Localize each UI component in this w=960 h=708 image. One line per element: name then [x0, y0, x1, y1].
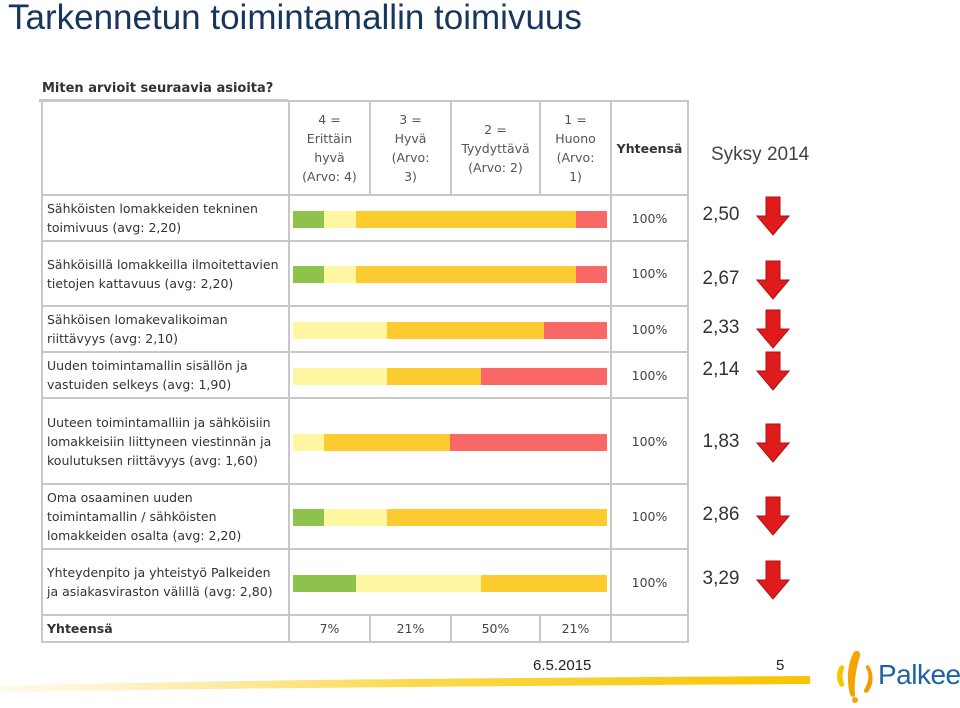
row-total: 100%	[612, 196, 687, 240]
bar-segment-rating-4	[293, 266, 325, 283]
comparison-value: 2,67	[702, 268, 740, 289]
bar-segment-rating-3	[355, 574, 482, 592]
header-rating-2: 2 = Tyydyttävä (Arvo: 2)	[452, 102, 539, 194]
down-arrow-icon	[756, 423, 790, 463]
header-label-rating-4: 4 = Erittäin hyvä (Arvo: 4)	[302, 112, 357, 184]
down-arrow-icon	[756, 196, 790, 236]
row-total-value: 100%	[631, 574, 668, 590]
comparison-value: 3,29	[702, 568, 740, 589]
bar-segment-rating-1	[575, 210, 607, 228]
header-label-rating-2: 2 = Tyydyttävä (Arvo: 2)	[461, 121, 530, 175]
row-label: Uuteen toimintamalliin ja sähköisiin lom…	[43, 399, 288, 483]
down-arrow-icon	[756, 351, 790, 391]
bar-segment-rating-3	[293, 321, 388, 339]
row-label: Uuden toimintamallin sisällön ja vastuid…	[43, 353, 288, 397]
survey-question: Miten arvioit seuraavia asioita?	[42, 81, 274, 96]
header-total: Yhteensä	[612, 102, 687, 194]
total-row-label: Yhteensä	[43, 616, 288, 641]
total-value: 7%	[290, 616, 369, 641]
total-value-text: 7%	[319, 621, 340, 636]
row-total: 100%	[612, 307, 687, 351]
header-rating-4: 4 = Erittäin hyvä (Arvo: 4)	[290, 102, 369, 194]
bar-segment-rating-2	[387, 367, 482, 385]
row-total-value: 100%	[631, 266, 668, 281]
bar-segment-rating-1	[544, 321, 607, 339]
row-label-text: Sähköisen lomakevalikoiman riittävyys (a…	[47, 312, 228, 346]
bar-segment-rating-2	[387, 509, 607, 526]
row-total-value: 100%	[631, 367, 668, 383]
total-value-text: 50%	[481, 621, 510, 636]
row-label: Oma osaaminen uuden toimintamallin / säh…	[43, 485, 288, 548]
page-number: 5	[776, 657, 785, 674]
survey-table: Miten arvioit seuraavia asioita? 4 = Eri…	[39, 77, 689, 643]
row-label-text: Uuteen toimintamalliin ja sähköisiin lom…	[47, 414, 272, 468]
down-arrow-icon	[756, 496, 790, 536]
total-label-text: Yhteensä	[47, 621, 113, 636]
down-arrow-icon	[756, 309, 790, 349]
row-label-text: Sähköisillä lomakkeilla ilmoitettavien t…	[47, 256, 279, 291]
comparison-value: 2,14	[702, 359, 740, 380]
comparison-value: 2,50	[702, 204, 740, 225]
slide-title: Tarkennetun toimintamallin toimivuus	[8, 0, 582, 37]
bar-segment-rating-4	[293, 509, 325, 526]
row-total: 100%	[612, 242, 687, 305]
bar-segment-rating-3	[293, 367, 388, 385]
total-value-text: 21%	[396, 621, 425, 636]
row-total: 100%	[612, 485, 687, 548]
footer-band	[0, 676, 810, 692]
row-label-text: Oma osaaminen uuden toimintamallin / säh…	[47, 490, 242, 543]
row-label-text: Yhteydenpito ja yhteistyö Palkeiden ja a…	[47, 565, 273, 599]
slide-date: 6.5.2015	[533, 657, 592, 674]
bar-segment-rating-2	[481, 574, 607, 592]
total-value: 21%	[371, 616, 450, 641]
total-value-text: 21%	[561, 621, 590, 636]
row-label: Sähköisillä lomakkeilla ilmoitettavien t…	[43, 242, 288, 305]
logo-text: Palkeet	[878, 659, 960, 690]
row-total-value: 100%	[631, 433, 668, 449]
bar-segment-rating-3	[293, 433, 325, 451]
bar-segment-rating-2	[355, 266, 576, 283]
bar-segment-rating-3	[324, 266, 356, 283]
comparison-value: 2,86	[702, 504, 740, 525]
total-value: 21%	[541, 616, 610, 641]
header-blank	[43, 102, 288, 194]
down-arrow-icon	[756, 260, 790, 300]
total-blank	[612, 616, 687, 641]
season-label: Syksy 2014	[711, 144, 810, 165]
row-total-value: 100%	[631, 509, 668, 524]
palkeet-logo-icon	[837, 650, 873, 703]
bar-segment-rating-3	[324, 210, 356, 228]
down-arrow-icon	[756, 560, 790, 600]
bar-segment-rating-2	[355, 210, 576, 228]
bar-segment-rating-2	[324, 433, 450, 451]
header-label-total: Yhteensä	[616, 140, 683, 156]
total-value: 50%	[452, 616, 539, 641]
row-total-value: 100%	[631, 210, 668, 226]
row-label: Sähköisen lomakevalikoiman riittävyys (a…	[43, 307, 288, 351]
bar-segment-rating-4	[293, 574, 356, 592]
bar-segment-rating-1	[450, 433, 607, 451]
bar-segment-rating-4	[293, 210, 325, 228]
row-label-text: Sähköisten lomakkeiden tekninen toimivuu…	[47, 201, 258, 235]
bar-segment-rating-2	[387, 321, 545, 339]
bar-segment-rating-1	[575, 266, 607, 283]
row-label-text: Uuden toimintamallin sisällön ja vastuid…	[47, 358, 248, 392]
header-label-rating-1: 1 = Huono (Arvo: 1)	[555, 112, 596, 184]
row-total: 100%	[612, 550, 687, 614]
row-total-value: 100%	[631, 321, 668, 337]
row-label: Sähköisten lomakkeiden tekninen toimivuu…	[43, 196, 288, 240]
comparison-value: 1,83	[702, 431, 740, 452]
header-rating-3: 3 = Hyvä (Arvo: 3)	[371, 102, 450, 194]
row-total: 100%	[612, 399, 687, 483]
row-label: Yhteydenpito ja yhteistyö Palkeiden ja a…	[43, 550, 288, 614]
comparison-value: 2,33	[702, 317, 740, 338]
header-rating-1: 1 = Huono (Arvo: 1)	[541, 102, 610, 194]
row-total: 100%	[612, 353, 687, 397]
bar-segment-rating-1	[481, 367, 607, 385]
bar-segment-rating-3	[324, 509, 388, 526]
header-label-rating-3: 3 = Hyvä (Arvo: 3)	[391, 112, 430, 184]
